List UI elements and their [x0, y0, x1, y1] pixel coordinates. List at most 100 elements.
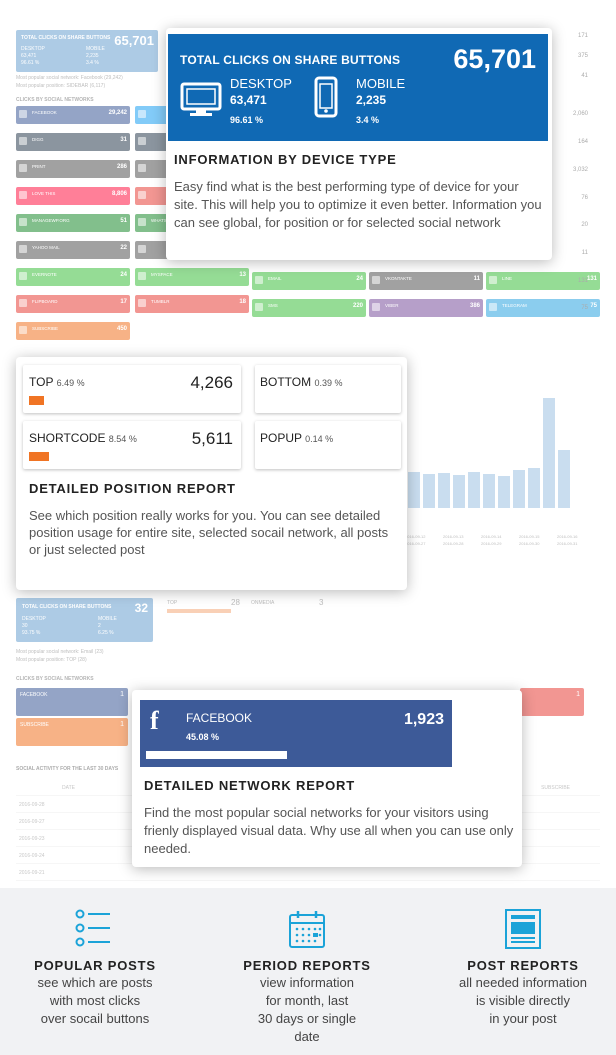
network-icon [138, 218, 146, 226]
document-icon [505, 909, 541, 949]
bg-table-row: 2016-09-21 [16, 864, 600, 881]
position-box-top: TOP 6.49 % 4,266 [23, 365, 241, 413]
network-icon [138, 191, 146, 199]
bg-post-net-facebook: FACEBOOK 1 [16, 688, 128, 716]
network-icon [19, 218, 27, 226]
network-icon [138, 137, 146, 145]
network-icon [19, 137, 27, 145]
network-icon [255, 303, 263, 311]
bg-chart-date: 2016-09-16 [557, 534, 578, 539]
network-icon [138, 272, 146, 280]
network-card-description: Find the most popular social networks fo… [144, 805, 514, 856]
bg-chart-date: 2016-09-28 [443, 541, 464, 546]
bg-summary-meta: Most popular social network: Facebook (2… [16, 75, 123, 89]
position-card-description: See which position really works for you.… [29, 508, 389, 557]
desktop-icon [180, 82, 222, 116]
network-share-bar [146, 751, 287, 759]
features-footer: POPULAR POSTS see which are posts with mo… [0, 888, 616, 1055]
bg-right-number: 41 [581, 73, 588, 79]
bg-activity-title: SOCIAL ACTIVITY FOR THE LAST 30 DAYS [16, 766, 119, 772]
network-icon [255, 276, 263, 284]
bg-network-tile: FACEBOOK 29,242 [16, 106, 130, 124]
network-icon [372, 276, 380, 284]
bg-chart-bar [423, 474, 435, 508]
bg-chart-bar [498, 476, 510, 508]
bg-network-tile: EMAIL 24 [252, 272, 366, 290]
bg-chart-bar [558, 450, 570, 508]
bg-post-net-subscribe: SUBSCRIBE 1 [16, 718, 128, 746]
bg-section-title: CLICKS BY SOCIAL NETWORKS [16, 97, 94, 103]
bg-chart-date: 2016-09-27 [405, 541, 426, 546]
list-icon [75, 909, 110, 947]
total-clicks-title: TOTAL CLICKS ON SHARE BUTTONS [180, 53, 401, 67]
mobile-stat: MOBILE 2,235 3.4 % [356, 76, 406, 125]
bg-network-tile: MANAGEWP.ORG 51 [16, 214, 130, 232]
bg-chart-dates: 2016-09-12 2016-09-13 2016-09-14 2016-09-15… [405, 533, 605, 547]
bg-network-tile: FLIPBOARD 17 [16, 295, 130, 313]
network-icon [138, 299, 146, 307]
total-clicks-value: 65,701 [453, 44, 536, 74]
bg-network-tile: LOVE THIS 8,806 [16, 187, 130, 205]
bg-chart-date: 2016-09-29 [481, 541, 502, 546]
bg-network-tile: VIBER 386 [369, 299, 483, 317]
bg-network-tile: LINE 131 [486, 272, 600, 290]
bg-right-number: 75 [581, 305, 588, 311]
network-icon [489, 303, 497, 311]
bg-chart-date: 2016-09-14 [481, 534, 502, 539]
network-icon [138, 164, 146, 172]
bg-post-positions: TOP 28 ONMEDIA 3 [165, 598, 325, 618]
bg-network-tile: EVERNOTE 24 [16, 268, 130, 286]
position-box-popup: POPUP 0.14 % [255, 421, 401, 469]
position-report-card: TOP 6.49 % 4,266 BOTTOM 0.39 % SHORTCODE… [16, 357, 407, 590]
network-icon [372, 303, 380, 311]
bg-network-tile: TELEGRAM 75 [486, 299, 600, 317]
network-icon [19, 191, 27, 199]
bg-network-tile: VKONTAKTE 11 [369, 272, 483, 290]
network-icon [19, 326, 27, 334]
bg-chart-bar [453, 475, 465, 508]
bg-right-number: 2,060 [572, 111, 588, 117]
network-icon [19, 299, 27, 307]
bg-network-tile: DIGG 31 [16, 133, 130, 151]
bg-right-number: 131 [577, 278, 588, 284]
mobile-icon [314, 76, 338, 118]
network-icon [138, 110, 146, 118]
position-bar-top [29, 396, 44, 405]
bg-network-tile: SMS 220 [252, 299, 366, 317]
bg-network-tile: MYSPACE 13 [135, 268, 249, 286]
bg-network-tile: YAHOO MAIL 22 [16, 241, 130, 259]
bg-network-tile: SUBSCRIBE 450 [16, 322, 130, 340]
bg-activity-chart [406, 398, 596, 580]
bg-chart-bar [468, 472, 480, 508]
bg-chart-date: 2016-09-13 [443, 534, 464, 539]
network-icon [138, 245, 146, 253]
bg-post-total-panel: TOTAL CLICKS ON SHARE BUTTONS 32 DESKTOP… [16, 598, 153, 642]
desktop-stat: DESKTOP 63,471 96.61 % [230, 76, 292, 125]
bg-total-clicks-panel: TOTAL CLICKS ON SHARE BUTTONS 65,701 DES… [16, 30, 158, 72]
device-type-card: TOTAL CLICKS ON SHARE BUTTONS 65,701 DES… [166, 28, 552, 260]
network-icon [19, 110, 27, 118]
bg-right-number: 3,032 [572, 167, 588, 173]
network-card-heading: DETAILED NETWORK REPORT [144, 778, 355, 793]
network-icon [19, 164, 27, 172]
bg-chart-date: 2016-09-31 [557, 541, 578, 546]
network-icon [19, 245, 27, 253]
total-clicks-banner: TOTAL CLICKS ON SHARE BUTTONS 65,701 DES… [168, 34, 548, 141]
bg-right-number: 11 [581, 250, 588, 256]
bg-post-net-red: 1 [520, 688, 584, 716]
bg-chart-bar [483, 474, 495, 508]
bg-chart-date: 2016-09-30 [519, 541, 540, 546]
bg-chart-bar [543, 398, 555, 508]
bg-chart-bar [408, 472, 420, 508]
bg-network-tile: PRINT 286 [16, 160, 130, 178]
network-icon [19, 272, 27, 280]
position-card-heading: DETAILED POSITION REPORT [29, 481, 236, 496]
bg-chart-bar [528, 468, 540, 508]
position-box-bottom: BOTTOM 0.39 % [255, 365, 401, 413]
bg-post-meta: Most popular social network: Email (23) … [16, 649, 104, 663]
device-card-heading: INFORMATION BY DEVICE TYPE [174, 152, 397, 167]
bg-right-number: 76 [581, 195, 588, 201]
position-box-shortcode: SHORTCODE 8.54 % 5,611 [23, 421, 241, 469]
bg-network-tile: TUMBLR 18 [135, 295, 249, 313]
network-icon [489, 276, 497, 284]
